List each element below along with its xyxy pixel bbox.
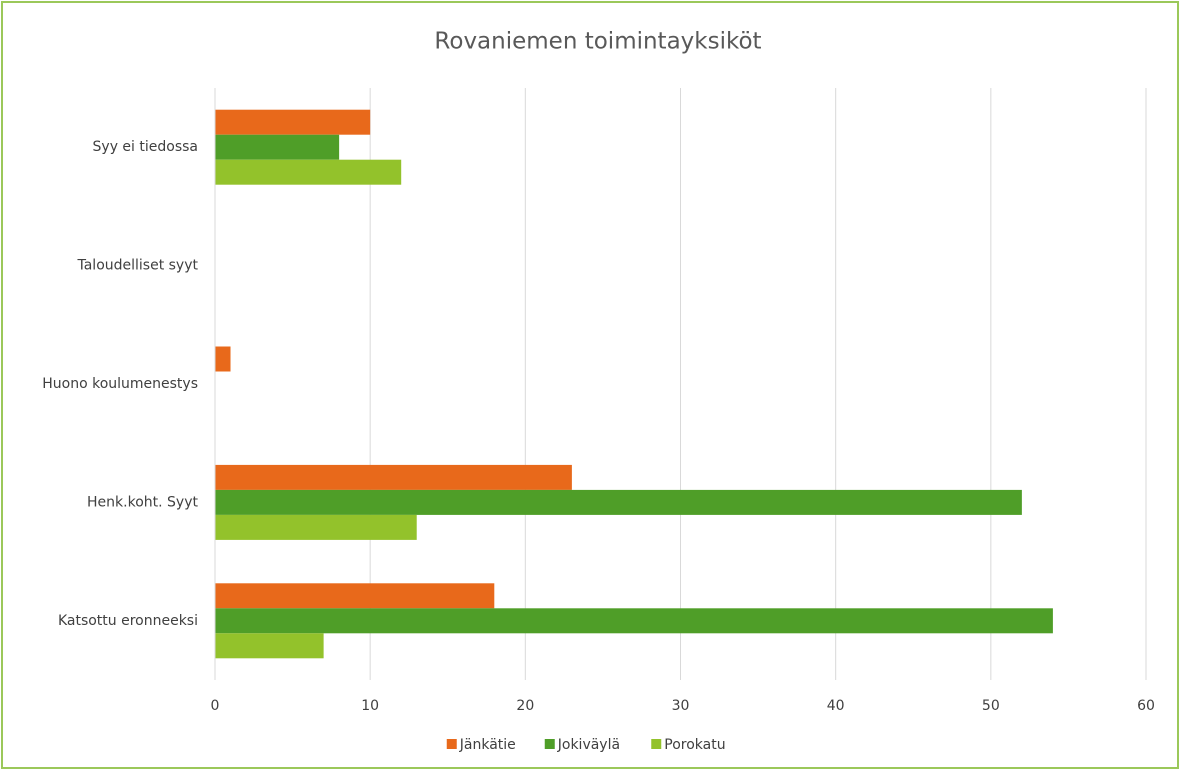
bar (215, 346, 231, 372)
legend-swatch (544, 739, 555, 749)
bar (215, 608, 1053, 634)
chart-title: Rovaniemen toimintayksiköt (434, 29, 761, 55)
x-tick-label: 0 (211, 698, 220, 714)
legend-swatch (446, 739, 457, 749)
x-tick-label: 20 (516, 698, 534, 714)
y-tick-label: Syy ei tiedossa (93, 139, 198, 155)
bar (215, 633, 324, 659)
legend-label: Jokiväylä (557, 737, 620, 753)
bar (215, 464, 572, 490)
y-tick-label: Katsottu eronneeksi (58, 613, 198, 629)
x-tick-label: 40 (827, 698, 845, 714)
x-tick-label: 10 (361, 698, 379, 714)
bar (215, 583, 495, 609)
legend-label: Porokatu (664, 737, 725, 753)
legend-label: Jänkätie (459, 737, 516, 753)
x-tick-label: 50 (982, 698, 1000, 714)
y-tick-label: Huono koulumenestys (42, 376, 198, 392)
x-tick-label: 60 (1137, 698, 1155, 714)
bar (215, 514, 417, 540)
y-tick-label: Taloudelliset syyt (76, 258, 198, 274)
x-tick-label: 30 (672, 698, 690, 714)
y-tick-label: Henk.koht. Syyt (87, 494, 198, 510)
bar (215, 489, 1022, 515)
bar (215, 109, 371, 135)
legend-swatch (651, 739, 662, 749)
bar (215, 159, 402, 185)
bar (215, 134, 340, 160)
